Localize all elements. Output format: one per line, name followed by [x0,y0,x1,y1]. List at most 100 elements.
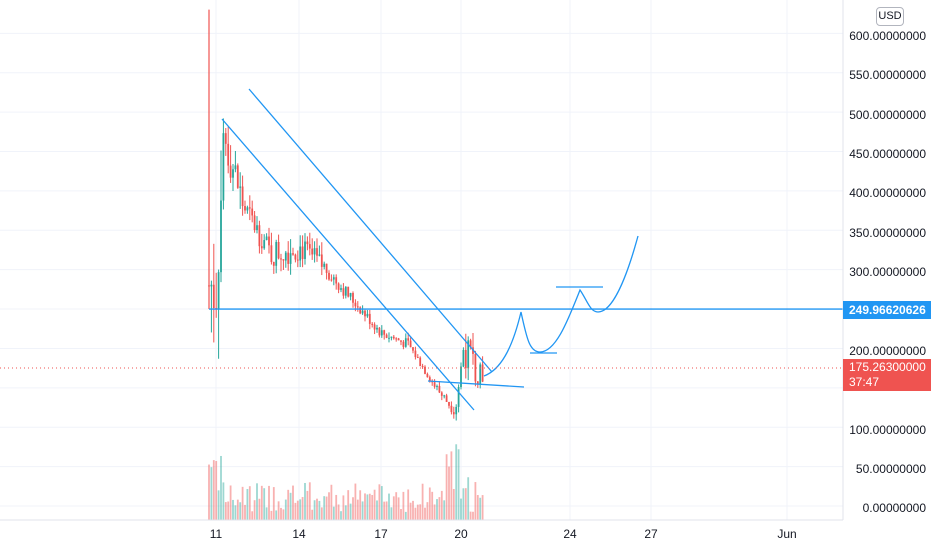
price-tick: 300.00000000 [849,265,926,279]
candle-body [258,225,261,247]
volume-bar [246,489,249,520]
volume-bar [402,491,405,520]
candle-body [296,259,299,261]
price-tick: 50.00000000 [855,462,926,476]
volume-bar [366,494,369,520]
volume-bar [376,500,378,520]
candle-body [347,286,350,297]
volume-bar [332,506,335,520]
volume-bar [270,510,273,520]
price-tick: 600.00000000 [849,29,926,43]
volume-bar [208,464,210,520]
volume-bar [349,503,352,520]
candle-body [308,244,311,249]
volume-bar [272,487,275,520]
volume-bar [416,504,419,520]
volume-bar [412,500,414,520]
price-tick: 100.00000000 [849,423,926,437]
volume-bar [323,496,326,520]
volume-bar [239,502,242,520]
volume-bar [424,507,426,520]
volume-bar [467,477,470,520]
candle-body [481,364,484,382]
candle-body [270,245,273,262]
volume-bar [265,507,268,520]
candle-body [217,272,220,310]
volume-bar [361,501,364,520]
candle-body [356,306,359,308]
candle-body [236,165,239,188]
volume-bar [472,511,474,520]
candle-body [371,323,374,325]
volume-bar [407,489,410,520]
volume-bar [462,488,465,520]
volume-bar [253,500,256,520]
candle-body [469,340,472,348]
candle-body [464,349,467,369]
volume-bar [479,497,482,520]
volume-bar [426,502,429,520]
candle-body [354,302,357,307]
volume-bar [340,511,342,520]
time-tick: Jun [777,527,797,541]
volume-bar [481,495,484,520]
currency-badge[interactable]: USD [876,7,904,26]
volume-bar [229,485,232,520]
candle-body [344,286,347,296]
volume-bar [335,494,338,520]
volume-bar [301,497,304,520]
candle-body [340,288,342,290]
candle-body [313,248,316,255]
candle-body [368,313,371,324]
candle-body [460,366,462,388]
candle-body [400,340,402,342]
candle-body [455,406,458,415]
horizontal-line-price-tag: 249.96620626 [843,301,931,319]
candle-body [268,236,270,246]
volume-bar [282,509,285,520]
volume-bar [448,466,450,520]
volume-bar [373,489,376,520]
candle-body [404,338,407,347]
time-tick: 11 [209,527,223,541]
volume-bar [318,500,321,520]
time-tick: 14 [292,527,306,541]
volume-bar [428,487,431,520]
volume-bar [236,499,239,520]
candle-body [311,248,314,255]
volume-bar [296,500,299,520]
price-tick: 350.00000000 [849,226,926,240]
candle-body [440,392,443,396]
volume-bar [445,454,448,520]
candle-body [412,347,414,351]
volume-bar [392,496,395,520]
volume-bar [308,482,311,520]
candle-body [342,288,345,296]
candle-body [294,254,297,260]
volume-bar [476,495,479,520]
volume-bar [364,493,366,520]
candle-body [289,253,292,264]
volume-bar [289,492,292,520]
candle-body [227,143,230,166]
candle-body [390,336,393,338]
candle-body [330,279,333,281]
candle-body [301,246,304,259]
candle-body [457,387,460,407]
last-price-tag: 175.26300000 37:47 [843,359,931,391]
volume-bar [337,504,340,520]
candle-body [361,310,364,314]
volume-bar [404,511,407,520]
candle-body [392,336,395,339]
candle-body [304,241,306,259]
candle-body [380,330,383,336]
volume-bar [344,505,347,520]
volume-bar [414,507,417,520]
candle-body [450,405,453,413]
volume-bar [316,498,318,520]
volume-bar [210,467,213,520]
volume-bar [397,497,400,520]
candle-body [253,215,256,231]
